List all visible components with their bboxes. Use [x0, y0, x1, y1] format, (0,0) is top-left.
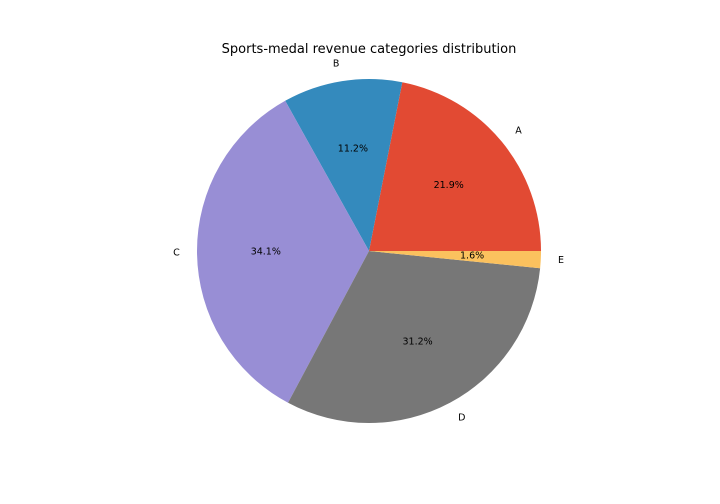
- chart-title: Sports-medal revenue categories distribu…: [222, 42, 517, 57]
- category-label-e: E: [558, 255, 564, 266]
- category-label-c: C: [173, 247, 180, 258]
- percentage-label-c: 34.1%: [251, 247, 281, 258]
- category-label-d: D: [458, 412, 465, 423]
- percentage-label-d: 31.2%: [403, 337, 433, 348]
- pie-slice-c: [197, 100, 369, 403]
- pie-slice-a: [369, 82, 541, 251]
- category-labels: A B C D E: [173, 59, 564, 424]
- category-label-a: A: [515, 125, 522, 136]
- pie-slice-b: [285, 78, 403, 251]
- pie-slice-d: [288, 251, 541, 423]
- percentage-label-b: 11.2%: [338, 144, 368, 155]
- pie-slices: [197, 78, 541, 423]
- percentage-label-a: 21.9%: [434, 180, 464, 191]
- percentage-labels: 21.9% 11.2% 34.1% 31.2% 1.6%: [251, 144, 484, 348]
- percentage-label-e: 1.6%: [460, 251, 484, 262]
- pie-slice-e: [369, 251, 541, 269]
- category-label-b: B: [333, 59, 340, 70]
